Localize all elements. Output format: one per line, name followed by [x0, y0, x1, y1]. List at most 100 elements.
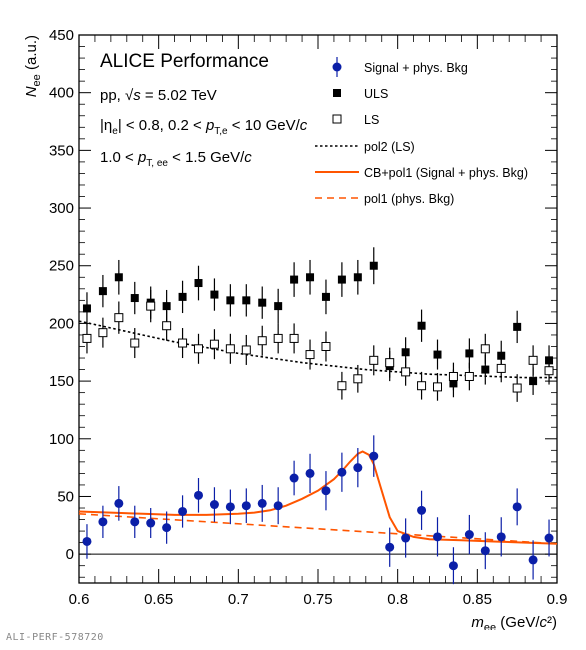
- legend-marker-ls: [332, 114, 342, 124]
- point-uls: [274, 302, 283, 311]
- point-ls: [289, 333, 299, 343]
- legend-marker-signal-phys-bkg: [332, 62, 342, 72]
- point-signal-phys-bkg: [241, 501, 251, 511]
- point-ls: [544, 366, 554, 376]
- x-axis-title: mee (GeV/c²): [471, 614, 557, 630]
- point-ls: [273, 333, 283, 343]
- point-ls: [496, 363, 506, 373]
- point-ls: [337, 381, 347, 391]
- point-ls: [162, 321, 172, 331]
- point-ls: [433, 382, 442, 392]
- point-uls: [226, 296, 235, 305]
- y-tick-label: 200: [49, 315, 74, 332]
- point-signal-phys-bkg: [496, 532, 506, 542]
- point-signal-phys-bkg: [401, 533, 411, 543]
- point-ls: [209, 339, 219, 349]
- y-tick-label: 450: [49, 27, 74, 44]
- point-signal-phys-bkg: [353, 463, 363, 473]
- chart-title: ALICE Performance: [100, 51, 269, 72]
- point-signal-phys-bkg: [114, 498, 124, 508]
- legend-label-ls: LS: [364, 113, 379, 127]
- y-tick-label: 150: [49, 373, 74, 390]
- legend-label-uls: ULS: [364, 87, 388, 101]
- point-ls: [321, 341, 331, 351]
- point-ls: [417, 381, 427, 391]
- point-signal-phys-bkg: [178, 506, 188, 516]
- point-signal-phys-bkg: [512, 502, 522, 512]
- point-uls: [353, 273, 362, 282]
- point-ls: [130, 338, 140, 348]
- point-uls: [401, 348, 410, 357]
- point-signal-phys-bkg: [82, 536, 92, 546]
- legend-label-pol1-phys-bkg: pol1 (phys. Bkg): [364, 192, 454, 206]
- annotation-pt-ee: 1.0 < pT, ee < 1.5 GeV/c: [100, 149, 252, 169]
- point-ls: [82, 333, 92, 343]
- point-ls: [194, 344, 203, 354]
- point-uls: [130, 294, 139, 303]
- point-ls: [464, 371, 474, 381]
- point-signal-phys-bkg: [194, 490, 203, 500]
- point-uls: [465, 349, 474, 358]
- curve-pol1-phys-bkg-: [78, 513, 558, 545]
- point-ls: [512, 383, 522, 393]
- x-tick-label: 0.65: [144, 591, 173, 608]
- point-ls: [305, 350, 315, 360]
- legend-marker-uls: [333, 89, 341, 97]
- x-tick-label: 0.7: [228, 591, 249, 608]
- point-uls: [210, 290, 219, 299]
- point-uls: [194, 279, 203, 288]
- point-ls: [369, 355, 379, 365]
- legend-label-pol2-ls: pol2 (LS): [364, 140, 415, 154]
- point-signal-phys-bkg: [417, 505, 427, 515]
- point-signal-phys-bkg: [321, 486, 331, 496]
- point-uls: [433, 350, 442, 359]
- point-uls: [417, 321, 426, 330]
- point-signal-phys-bkg: [289, 473, 299, 483]
- annotation-eta-pt: |ηe| < 0.8, 0.2 < pT,e < 10 GeV/c: [100, 117, 308, 137]
- point-uls: [306, 273, 315, 282]
- y-tick-label: 400: [49, 85, 74, 102]
- point-signal-phys-bkg: [464, 530, 474, 540]
- curve-pol2-ls-: [78, 320, 557, 379]
- point-uls: [114, 273, 123, 282]
- x-tick-label: 0.6: [69, 591, 90, 608]
- point-signal-phys-bkg: [273, 501, 283, 511]
- x-tick-label: 0.75: [303, 591, 332, 608]
- y-tick-label: 350: [49, 142, 74, 159]
- point-uls: [337, 275, 346, 284]
- point-ls: [401, 367, 411, 377]
- point-signal-phys-bkg: [305, 468, 315, 478]
- annotation-energy: pp, √s = 5.02 TeV: [100, 87, 217, 104]
- point-signal-phys-bkg: [257, 498, 267, 508]
- y-tick-label: 50: [57, 488, 74, 505]
- point-ls: [114, 313, 124, 323]
- point-uls: [98, 287, 107, 296]
- point-uls: [178, 292, 187, 301]
- point-uls: [242, 296, 251, 305]
- point-signal-phys-bkg: [337, 467, 347, 477]
- point-uls: [82, 304, 91, 313]
- point-signal-phys-bkg: [130, 517, 140, 527]
- point-signal-phys-bkg: [369, 451, 379, 461]
- point-signal-phys-bkg: [98, 517, 108, 527]
- point-uls: [481, 365, 490, 374]
- point-signal-phys-bkg: [146, 518, 156, 528]
- legend-label-signal-phys-bkg: Signal + phys. Bkg: [364, 61, 468, 75]
- y-tick-label: 300: [49, 200, 74, 217]
- y-tick-label: 0: [66, 546, 74, 563]
- point-ls: [225, 344, 235, 354]
- point-ls: [257, 336, 267, 346]
- x-tick-label: 0.9: [547, 591, 568, 608]
- point-ls: [241, 345, 251, 355]
- curve-cb-pol1-signal-phys-bkg-: [78, 450, 558, 545]
- x-tick-label: 0.8: [387, 591, 408, 608]
- point-ls: [448, 371, 458, 381]
- point-ls: [480, 344, 490, 354]
- point-signal-phys-bkg: [433, 532, 442, 542]
- y-axis-title: Nee (a.u.): [23, 35, 43, 97]
- point-ls: [146, 301, 156, 311]
- point-signal-phys-bkg: [448, 561, 458, 571]
- point-ls: [178, 338, 188, 348]
- point-signal-phys-bkg: [209, 500, 219, 510]
- x-tick-label: 0.85: [463, 591, 492, 608]
